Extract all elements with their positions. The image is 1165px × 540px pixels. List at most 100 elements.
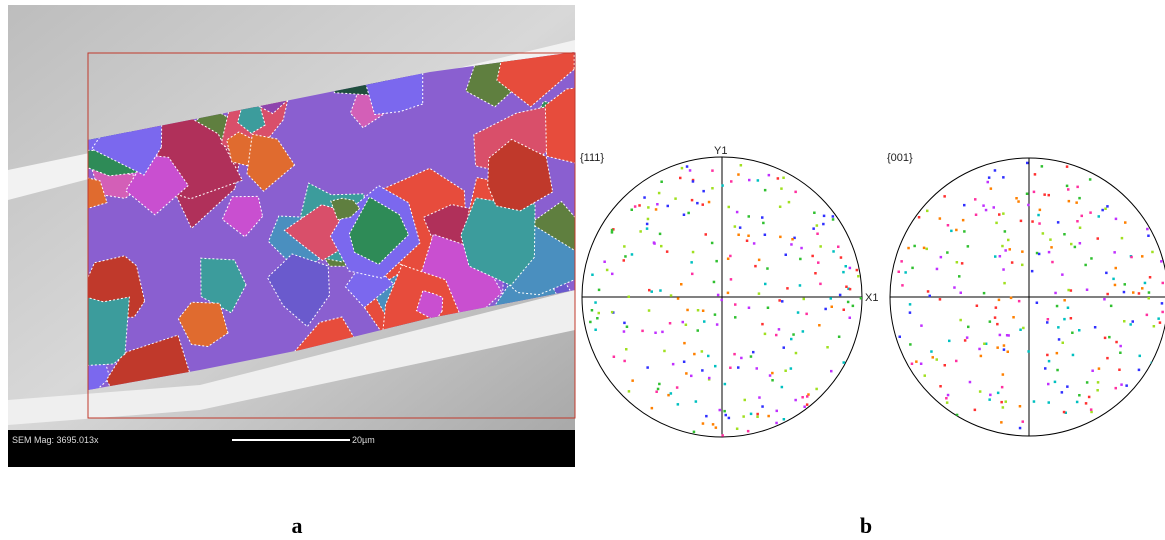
decoration — [633, 205, 637, 208]
decoration — [711, 169, 714, 172]
decoration — [945, 397, 948, 400]
decoration — [721, 184, 724, 187]
decoration — [816, 232, 819, 235]
decoration — [931, 356, 934, 359]
decoration — [742, 415, 745, 418]
decoration — [756, 415, 759, 418]
decoration — [88, 176, 108, 209]
decoration — [1109, 304, 1113, 308]
decoration — [909, 343, 912, 346]
decoration — [734, 303, 737, 306]
decoration — [1065, 184, 1069, 188]
decoration — [605, 268, 609, 272]
decoration — [711, 423, 715, 426]
decoration — [789, 367, 793, 370]
decoration — [994, 306, 998, 309]
decoration — [1161, 310, 1164, 314]
sem-image: SEM Mag: 3695.013x 20µm — [8, 5, 576, 467]
decoration — [1148, 276, 1152, 279]
decoration — [330, 197, 361, 221]
decoration — [1037, 252, 1041, 256]
decoration — [988, 320, 992, 323]
decoration — [1003, 281, 1006, 285]
decoration — [1114, 386, 1117, 390]
decoration — [1138, 354, 1141, 358]
decoration — [1015, 197, 1018, 200]
decoration — [675, 386, 679, 389]
decoration — [796, 311, 800, 314]
decoration — [1040, 165, 1044, 168]
decoration — [1152, 325, 1156, 328]
decoration — [842, 270, 845, 274]
decoration — [671, 362, 675, 366]
decoration — [1066, 385, 1069, 388]
decoration — [756, 179, 760, 182]
decoration — [645, 222, 649, 226]
decoration — [974, 198, 977, 201]
decoration — [1062, 410, 1066, 414]
decoration — [1057, 326, 1060, 329]
decoration — [1002, 176, 1005, 179]
decoration — [1049, 238, 1052, 241]
decoration — [807, 393, 810, 396]
decoration — [685, 372, 688, 375]
decoration — [842, 308, 845, 311]
scale-bar: 20µm — [352, 435, 375, 445]
pole-figure-001: {001} — [887, 152, 1165, 437]
decoration — [679, 176, 682, 180]
decoration — [1141, 287, 1144, 290]
decoration — [1019, 219, 1023, 223]
decoration — [1037, 213, 1040, 217]
decoration — [996, 346, 999, 349]
decoration — [1063, 233, 1066, 236]
decoration — [908, 311, 912, 314]
decoration — [1033, 173, 1037, 176]
decoration — [237, 104, 266, 135]
decoration — [713, 313, 717, 316]
decoration — [855, 268, 859, 272]
decoration — [775, 409, 778, 413]
decoration — [652, 241, 656, 244]
decoration — [641, 329, 644, 333]
decoration — [1137, 292, 1141, 295]
decoration — [1108, 335, 1111, 339]
decoration — [978, 347, 981, 351]
decoration — [1055, 351, 1059, 355]
decoration — [829, 297, 832, 300]
decoration — [1101, 208, 1104, 212]
decoration — [897, 270, 900, 273]
pole-figure-111: {111} Y1 X1 — [580, 145, 878, 438]
decoration — [1010, 261, 1014, 264]
decoration — [803, 405, 806, 408]
decoration — [824, 307, 827, 311]
decoration — [647, 206, 650, 209]
decoration — [623, 245, 626, 248]
decoration — [1051, 260, 1054, 264]
decoration — [1063, 299, 1066, 302]
decoration — [696, 201, 699, 205]
decoration — [917, 216, 921, 219]
decoration — [625, 325, 629, 328]
decoration — [1106, 356, 1109, 360]
decoration — [1046, 321, 1049, 324]
decoration — [720, 298, 723, 302]
decoration — [953, 286, 956, 289]
decoration — [763, 233, 767, 236]
decoration — [817, 261, 820, 264]
decoration — [639, 230, 642, 233]
decoration — [805, 312, 808, 316]
decoration — [848, 316, 851, 319]
decoration — [701, 369, 704, 372]
decoration — [901, 284, 904, 287]
decoration — [756, 412, 759, 416]
decoration — [694, 400, 698, 403]
decoration — [676, 403, 680, 406]
decoration — [221, 195, 264, 238]
decoration — [200, 257, 247, 314]
decoration — [1032, 400, 1036, 403]
axis-label: X1 — [865, 292, 878, 304]
decoration — [822, 214, 826, 218]
decoration — [935, 358, 938, 361]
decoration — [1120, 383, 1123, 386]
decoration — [705, 414, 708, 418]
